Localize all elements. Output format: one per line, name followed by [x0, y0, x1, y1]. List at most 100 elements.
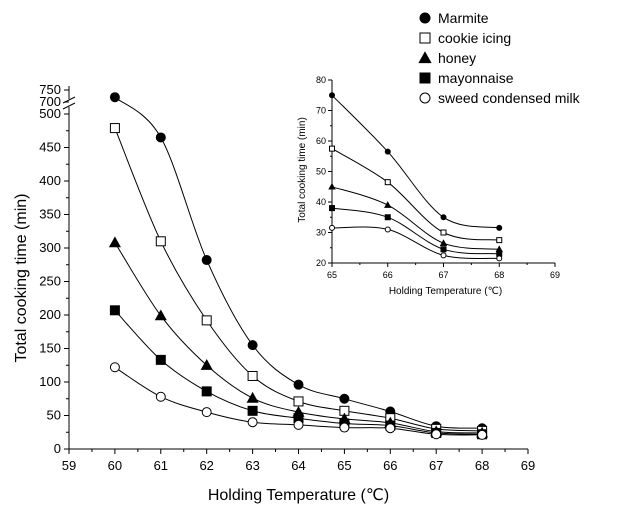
legend-label: Marmite: [438, 10, 489, 26]
inset-data-point: [384, 226, 391, 233]
inset-series-line-cookie-icing: [331, 148, 500, 241]
data-point: [154, 309, 167, 321]
y-tick-label: 750: [39, 82, 61, 97]
inset-series-line-sweed-condensed-milk: [331, 226, 500, 260]
data-point: [109, 123, 120, 134]
y-axis-break-mark: [62, 102, 76, 110]
data-point: [109, 305, 120, 316]
inset-data-point: [384, 179, 391, 186]
data-point: [201, 407, 212, 418]
inset-x-tick-label: 65: [327, 270, 337, 280]
inset-data-point: [384, 214, 391, 221]
x-tick-label: 62: [199, 458, 213, 473]
inset-y-tick-label: 60: [316, 136, 326, 146]
y-tick-label: 150: [39, 341, 61, 356]
x-tick-label: 66: [383, 458, 397, 473]
data-point: [431, 429, 442, 440]
y-tick-label: 300: [39, 240, 61, 255]
legend-marker: [419, 32, 431, 44]
data-point: [339, 422, 350, 433]
legend-marker: [419, 92, 431, 104]
data-point: [109, 362, 120, 373]
y-tick-label: 700: [39, 94, 61, 109]
inset-y-tick-label: 50: [316, 167, 326, 177]
x-tick-label: 60: [108, 458, 122, 473]
data-point: [201, 315, 212, 326]
inset-x-axis-label: Holding Temperature (℃): [389, 286, 502, 297]
data-point: [293, 396, 304, 407]
data-point: [247, 340, 258, 351]
x-tick-label: 63: [245, 458, 259, 473]
y-tick-label: 250: [39, 274, 61, 289]
inset-data-point: [329, 205, 335, 212]
legend-label: honey: [438, 50, 476, 66]
inset-y-tick-label: 40: [316, 197, 326, 207]
inset-x-tick-label: 66: [383, 270, 393, 280]
inset-data-point: [329, 145, 335, 152]
legend-label: mayonnaise: [438, 70, 514, 86]
y-tick-label: 200: [39, 307, 61, 322]
data-point: [339, 393, 350, 404]
legend-label: sweed condensed milk: [438, 90, 581, 106]
inset-data-point: [384, 148, 391, 155]
inset-data-point: [496, 237, 503, 244]
inset-x-tick-label: 67: [438, 270, 448, 280]
inset-data-point: [440, 214, 447, 221]
data-point: [246, 391, 259, 403]
inset-data-point: [440, 229, 447, 236]
inset-y-tick-label: 20: [316, 258, 326, 268]
inset-data-point: [496, 224, 503, 231]
inset-x-tick-label: 69: [550, 270, 560, 280]
y-tick-label: 500: [39, 106, 61, 121]
data-point: [247, 370, 258, 381]
inset-data-point: [439, 239, 448, 246]
data-point: [155, 236, 166, 247]
data-point: [201, 386, 212, 397]
y-tick-label: 0: [54, 441, 61, 456]
data-point: [155, 391, 166, 402]
x-tick-label: 68: [475, 458, 489, 473]
legend-marker: [419, 72, 431, 84]
x-tick-label: 69: [521, 458, 535, 473]
inset-y-tick-label: 70: [316, 106, 326, 116]
data-point: [155, 354, 166, 365]
inset-data-point: [496, 255, 503, 262]
inset-data-point: [440, 246, 447, 253]
data-point: [385, 423, 396, 434]
inset-series-line-Marmite: [331, 94, 500, 229]
x-tick-label: 59: [62, 458, 76, 473]
data-point: [477, 429, 488, 440]
inset-y-tick-label: 30: [316, 228, 326, 238]
data-point: [201, 255, 212, 266]
inset-series-line-honey: [331, 186, 500, 250]
y-tick-label: 350: [39, 207, 61, 222]
x-axis-label: Holding Temperature (℃): [208, 487, 389, 504]
inset-y-tick-label: 80: [316, 75, 326, 85]
data-point: [200, 359, 213, 370]
data-point: [247, 405, 258, 416]
inset-data-point: [384, 201, 392, 208]
x-tick-label: 64: [291, 458, 305, 473]
legend-marker: [418, 51, 432, 64]
inset-series-line-mayonnaise: [331, 207, 500, 255]
data-point: [247, 417, 258, 428]
series-line-Marmite: [114, 96, 483, 429]
inset-data-point: [329, 224, 335, 231]
data-point: [293, 419, 304, 430]
y-tick-label: 400: [39, 173, 61, 188]
legend-label: cookie icing: [438, 30, 511, 46]
inset-data-point: [440, 252, 447, 259]
inset-data-point: [328, 182, 336, 190]
x-tick-label: 65: [337, 458, 351, 473]
y-tick-label: 100: [39, 374, 61, 389]
data-point: [155, 132, 166, 143]
y-tick-label: 450: [39, 140, 61, 155]
data-point: [293, 379, 304, 390]
data-point: [109, 92, 120, 103]
inset-y-axis-label: Total cooking time (min): [297, 117, 308, 223]
legend-marker: [419, 12, 431, 24]
data-point: [108, 236, 121, 248]
inset-x-tick-label: 68: [494, 270, 504, 280]
x-tick-label: 67: [429, 458, 443, 473]
